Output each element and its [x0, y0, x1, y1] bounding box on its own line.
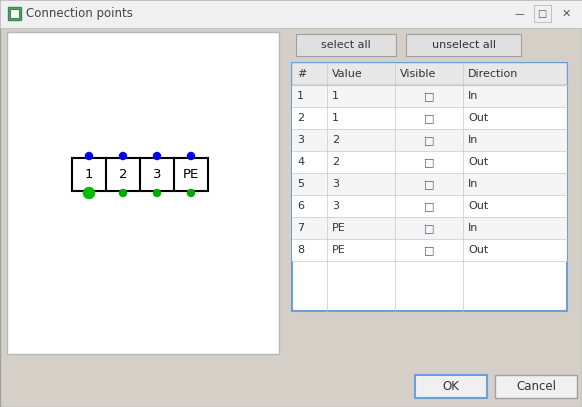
Text: PE: PE [332, 223, 346, 233]
Bar [292, 107, 567, 129]
Text: In: In [468, 223, 478, 233]
Text: 5: 5 [297, 179, 304, 189]
Bar [415, 375, 487, 398]
Text: 3: 3 [152, 168, 161, 181]
Bar [292, 63, 567, 311]
Bar [296, 34, 396, 56]
Text: 3: 3 [332, 201, 339, 211]
Bar [292, 173, 567, 195]
Text: □: □ [424, 201, 434, 211]
Text: unselect all: unselect all [431, 40, 495, 50]
Text: In: In [468, 179, 478, 189]
Bar [406, 34, 521, 56]
Circle shape [154, 190, 161, 197]
Text: —: — [514, 9, 524, 19]
Text: 2: 2 [332, 135, 339, 145]
Text: □: □ [537, 9, 546, 19]
Text: 2: 2 [119, 168, 127, 181]
Bar [10, 9, 19, 18]
Text: Out: Out [468, 245, 488, 255]
Circle shape [154, 153, 161, 160]
Text: Cancel: Cancel [516, 380, 556, 393]
Text: 4: 4 [297, 157, 304, 167]
Text: Out: Out [468, 201, 488, 211]
Text: □: □ [424, 157, 434, 167]
Text: Direction: Direction [468, 69, 519, 79]
Bar [292, 151, 567, 173]
Text: 1: 1 [297, 91, 304, 101]
Text: 1: 1 [332, 91, 339, 101]
Circle shape [119, 153, 126, 160]
Bar [495, 375, 577, 398]
Circle shape [187, 190, 194, 197]
Text: □: □ [424, 113, 434, 123]
Bar [8, 7, 21, 20]
Bar [72, 158, 208, 191]
Bar [0, 0, 582, 28]
Circle shape [83, 188, 94, 199]
Text: 3: 3 [332, 179, 339, 189]
Bar [292, 239, 567, 261]
Text: In: In [468, 91, 478, 101]
Bar [292, 217, 567, 239]
Text: 1: 1 [332, 113, 339, 123]
Circle shape [187, 153, 194, 160]
Text: 3: 3 [297, 135, 304, 145]
Text: #: # [297, 69, 306, 79]
Text: select all: select all [321, 40, 371, 50]
Text: 6: 6 [297, 201, 304, 211]
Bar [292, 63, 567, 85]
Bar [292, 129, 567, 151]
Text: Connection points: Connection points [26, 7, 133, 20]
Text: Value: Value [332, 69, 363, 79]
Text: PE: PE [332, 245, 346, 255]
Text: 8: 8 [297, 245, 304, 255]
Circle shape [119, 190, 126, 197]
Text: Out: Out [468, 157, 488, 167]
Bar [534, 5, 551, 22]
Bar [292, 195, 567, 217]
Text: Out: Out [468, 113, 488, 123]
Text: □: □ [424, 135, 434, 145]
Circle shape [86, 153, 93, 160]
Text: □: □ [424, 91, 434, 101]
Bar [292, 85, 567, 107]
Text: □: □ [424, 179, 434, 189]
Text: □: □ [424, 223, 434, 233]
Text: Visible: Visible [400, 69, 436, 79]
Text: PE: PE [183, 168, 199, 181]
Text: 2: 2 [297, 113, 304, 123]
Text: 2: 2 [332, 157, 339, 167]
Bar [7, 32, 279, 354]
Text: In: In [468, 135, 478, 145]
Text: □: □ [424, 245, 434, 255]
Text: OK: OK [442, 380, 459, 393]
Text: 7: 7 [297, 223, 304, 233]
Text: ✕: ✕ [561, 9, 571, 19]
Text: 1: 1 [85, 168, 93, 181]
